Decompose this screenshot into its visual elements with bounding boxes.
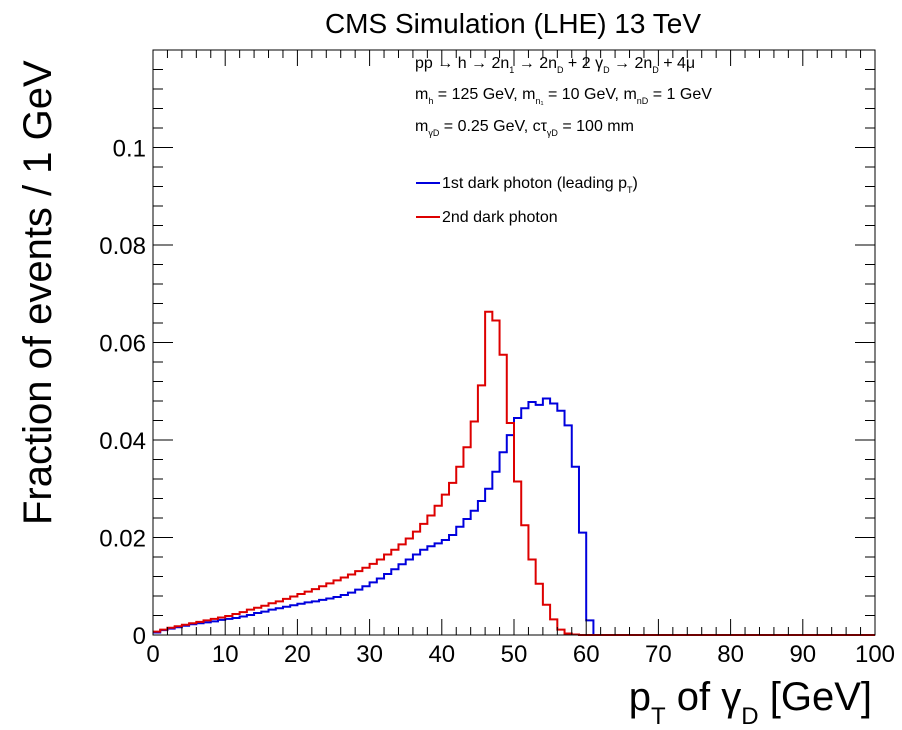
y-tick-label: 0.02: [99, 526, 146, 553]
y-tick-label: 0.1: [113, 136, 146, 163]
series-layer: [153, 310, 875, 636]
y-tick-label: 0: [133, 623, 146, 650]
y-axis-title: Fraction of events / 1 GeV: [16, 60, 60, 525]
x-tick-label: 70: [645, 641, 672, 668]
legend: 1st dark photon (leading pT) 2nd dark pho…: [416, 175, 638, 226]
chart-title: CMS Simulation (LHE) 13 TeV: [325, 8, 701, 39]
annotation-line: mh = 125 GeV, mn₁ = 10 GeV, mnD = 1 GeV: [415, 86, 712, 106]
y-tick-label: 0.06: [99, 331, 146, 358]
x-tick-label: 90: [789, 641, 816, 668]
annotation-line: mγD = 0.25 GeV, cτγD = 100 mm: [415, 118, 634, 138]
x-tick-label: 40: [428, 641, 455, 668]
x-tick-label: 0: [146, 641, 159, 668]
annotation-line: pp → h → 2n1 → 2nD + 2 γD → 2nD + 4μ: [415, 55, 695, 75]
x-tick-label: 100: [855, 641, 895, 668]
ticks-layer: 0 10 20 30 40 50 60 70 80 90 100 0 0.02 0.04 0.06 0.08 0…: [99, 50, 895, 668]
x-tick-label: 60: [573, 641, 600, 668]
x-tick-label: 80: [717, 641, 744, 668]
legend-label-2: 2nd dark photon: [442, 209, 558, 226]
physics-annotations: pp → h → 2n1 → 2nD + 2 γD → 2nD + 4μ mh =…: [415, 55, 712, 138]
y-tick-label: 0.08: [99, 233, 146, 260]
y-tick-label: 0.04: [99, 428, 146, 455]
legend-label-1: 1st dark photon (leading pT): [442, 175, 638, 195]
series-2-histogram-line: [153, 310, 875, 636]
x-tick-label: 50: [501, 641, 528, 668]
x-tick-label: 10: [212, 641, 239, 668]
plot-frame: [152, 49, 876, 636]
x-axis-title: pT of γD [GeV]: [629, 675, 872, 730]
x-tick-label: 20: [284, 641, 311, 668]
x-tick-label: 30: [356, 641, 383, 668]
